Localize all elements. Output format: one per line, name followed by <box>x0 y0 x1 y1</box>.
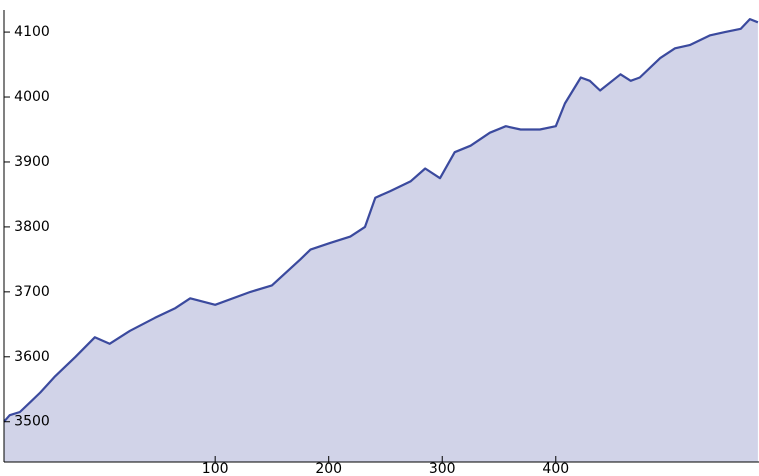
area-fill <box>4 19 758 462</box>
x-tick-label: 400 <box>542 461 569 476</box>
y-tick-label: 3500 <box>14 414 50 430</box>
y-tick-label: 3900 <box>14 154 50 170</box>
y-tick-label: 4100 <box>14 24 50 40</box>
y-tick-label: 3600 <box>14 349 50 365</box>
x-tick-label: 100 <box>202 461 229 476</box>
y-tick-label: 3700 <box>14 284 50 300</box>
x-tick-label: 300 <box>429 461 456 476</box>
x-tick-label: 200 <box>315 461 342 476</box>
y-tick-label: 4000 <box>14 89 50 105</box>
y-tick-label: 3800 <box>14 219 50 235</box>
area-line <box>3 18 759 423</box>
